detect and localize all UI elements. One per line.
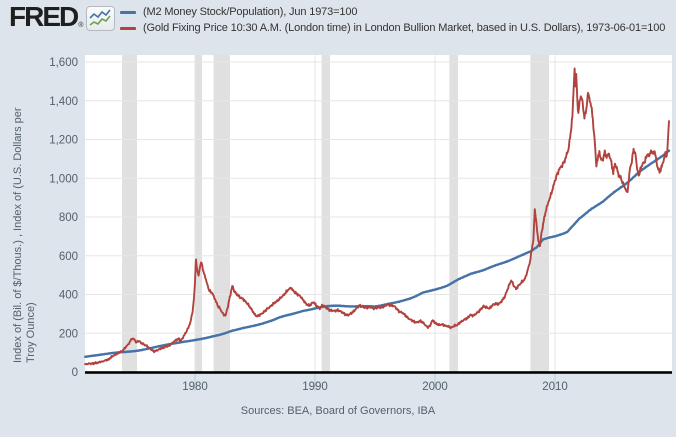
y-tick-label: 600 — [59, 251, 78, 263]
legend-label-gold: (Gold Fixing Price 10:30 A.M. (London ti… — [143, 22, 666, 34]
recession-band — [122, 55, 137, 372]
x-tick-label: 2000 — [422, 381, 448, 393]
y-axis-title: Troy Ounce) — [25, 302, 37, 363]
series-line-m2[interactable] — [84, 149, 671, 358]
recession-band — [195, 55, 202, 372]
y-tick-label: 1,600 — [49, 57, 78, 69]
recession-band — [321, 55, 330, 372]
plot-area — [85, 55, 672, 374]
y-tick-label: 1,200 — [49, 135, 78, 147]
chart-header: FRED ® (M2 Money Stock/Population), Jun 1… — [0, 0, 676, 44]
source-text: Sources: BEA, Board of Governors, IBA — [240, 405, 436, 417]
recession-band — [449, 55, 458, 372]
legend-swatch-gold — [120, 26, 136, 30]
y-tick-label: 200 — [59, 328, 78, 340]
legend-label-m2: (M2 Money Stock/Population), Jun 1973=10… — [143, 6, 358, 18]
y-tick-label: 0 — [72, 367, 78, 379]
x-axis-baseline — [85, 371, 672, 374]
recession-band — [213, 55, 230, 372]
recession-band — [530, 55, 549, 372]
fred-logo[interactable]: FRED ® — [9, 1, 116, 32]
y-tick-label: 1,000 — [49, 173, 78, 185]
x-tick-label: 2010 — [542, 381, 568, 393]
chart-legend: (M2 Money Stock/Population), Jun 1973=10… — [120, 4, 665, 36]
legend-swatch-m2 — [120, 10, 136, 14]
x-tick-label: 1990 — [302, 381, 328, 393]
fred-logo-text: FRED — [9, 1, 79, 32]
mini-line-chart-icon — [86, 6, 116, 31]
legend-item-gold[interactable]: (Gold Fixing Price 10:30 A.M. (London ti… — [120, 20, 665, 36]
y-tick-label: 800 — [59, 212, 78, 224]
y-tick-label: 400 — [59, 290, 78, 302]
x-tick-label: 1980 — [182, 381, 208, 393]
y-axis-title: Index of (Bil. of $/Thous.) , Index of (… — [12, 107, 24, 363]
series-line-gold[interactable] — [84, 67, 670, 366]
registered-mark: ® — [78, 22, 84, 29]
y-tick-label: 1,400 — [49, 96, 78, 108]
legend-item-m2[interactable]: (M2 Money Stock/Population), Jun 1973=10… — [120, 4, 665, 20]
